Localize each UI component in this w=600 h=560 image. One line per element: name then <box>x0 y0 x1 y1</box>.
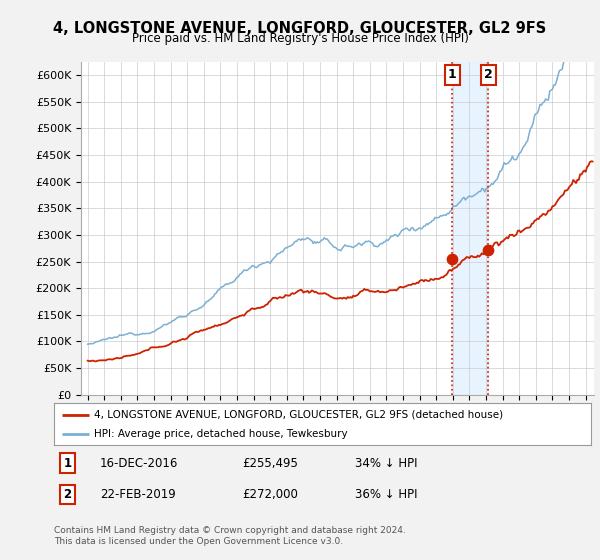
Bar <box>452 62 488 395</box>
Text: 16-DEC-2016: 16-DEC-2016 <box>100 456 178 470</box>
Text: 1: 1 <box>64 456 71 470</box>
Text: Contains HM Land Registry data © Crown copyright and database right 2024.
This d: Contains HM Land Registry data © Crown c… <box>54 526 406 546</box>
Text: Price paid vs. HM Land Registry's House Price Index (HPI): Price paid vs. HM Land Registry's House … <box>131 32 469 45</box>
Text: 4, LONGSTONE AVENUE, LONGFORD, GLOUCESTER, GL2 9FS: 4, LONGSTONE AVENUE, LONGFORD, GLOUCESTE… <box>53 21 547 36</box>
Text: £272,000: £272,000 <box>242 488 298 501</box>
Text: 22-FEB-2019: 22-FEB-2019 <box>100 488 175 501</box>
Point <box>448 254 457 263</box>
Text: 2: 2 <box>484 68 493 81</box>
Point <box>484 245 493 254</box>
Text: 2: 2 <box>64 488 71 501</box>
Text: 4, LONGSTONE AVENUE, LONGFORD, GLOUCESTER, GL2 9FS (detached house): 4, LONGSTONE AVENUE, LONGFORD, GLOUCESTE… <box>94 409 503 419</box>
Text: 1: 1 <box>448 68 457 81</box>
Text: 36% ↓ HPI: 36% ↓ HPI <box>355 488 417 501</box>
Text: 34% ↓ HPI: 34% ↓ HPI <box>355 456 417 470</box>
Text: HPI: Average price, detached house, Tewkesbury: HPI: Average price, detached house, Tewk… <box>94 429 348 439</box>
Text: £255,495: £255,495 <box>242 456 298 470</box>
